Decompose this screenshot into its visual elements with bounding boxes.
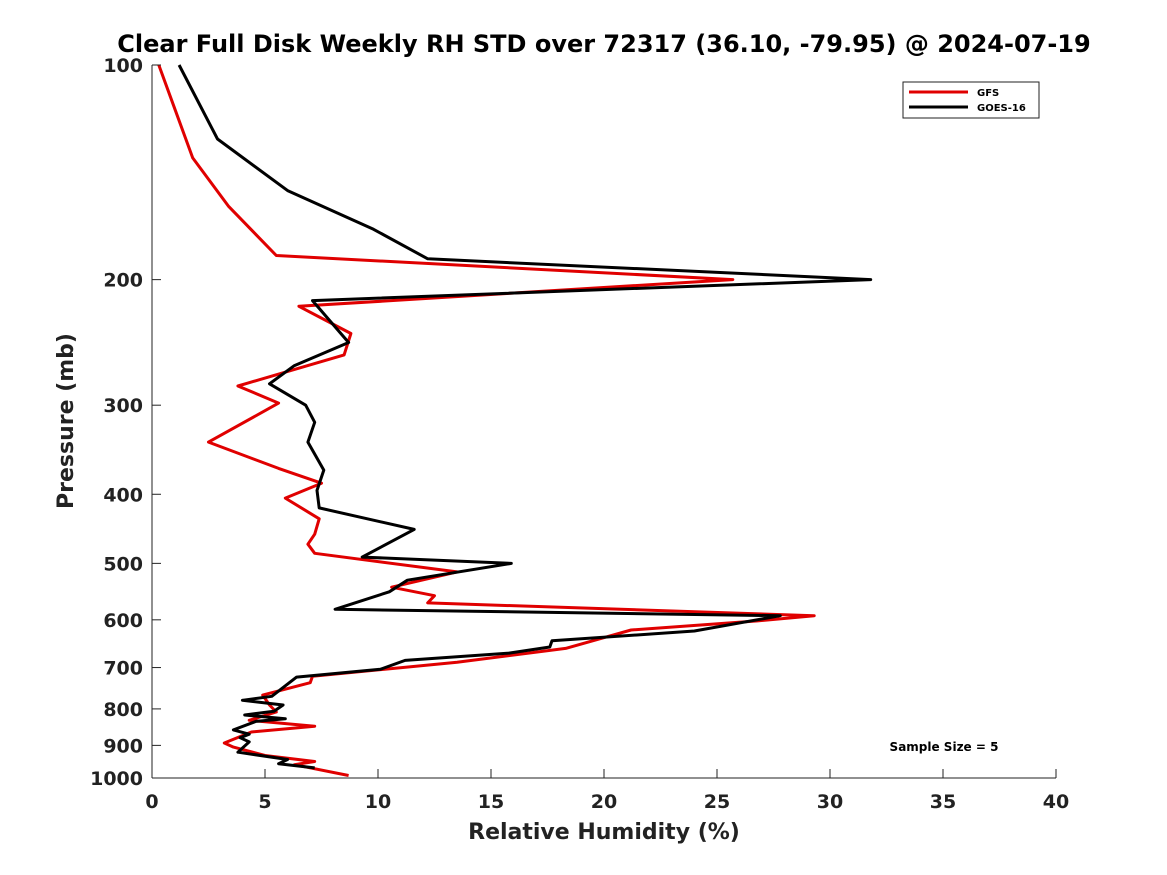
x-tick-label: 25 [704,791,730,813]
y-tick-label: 600 [103,610,143,632]
series-line-goes16 [177,64,873,770]
x-axis-label: Relative Humidity (%) [468,820,740,845]
x-tick-label: 10 [365,791,391,813]
y-tick-label: 400 [103,484,143,506]
x-tick-label: 15 [478,791,504,813]
series-layer [157,64,873,777]
legend-box [902,81,1040,119]
x-tick-label: 5 [258,791,271,813]
y-tick-label: 500 [103,553,143,575]
x-tick-label: 30 [817,791,843,813]
y-tick-label: 900 [103,735,143,757]
y-axis-label: Pressure (mb) [54,333,79,509]
series-line-gfs [157,64,816,777]
x-tick-label: 35 [930,791,956,813]
y-tick-label: 300 [103,395,143,417]
legend-label-goes16: GOES-16 [977,103,1026,114]
y-tick-label: 700 [103,658,143,680]
legend: GFS GOES-16 [902,81,1040,119]
y-tick-label: 1000 [90,768,143,790]
plot-background [152,65,1056,778]
axes-layer: 0 5 10 15 20 25 30 35 40 100 200 300 400 500 600 700 800… [90,55,1069,813]
sample-size-annotation: Sample Size = 5 [890,740,999,754]
x-tick-label: 0 [145,791,158,813]
y-tick-label: 200 [103,270,143,292]
x-tick-label: 40 [1043,791,1069,813]
y-tick-label: 800 [103,699,143,721]
plot-area: 0 5 10 15 20 25 30 35 40 100 200 300 400 500 600 700 800… [90,55,1069,813]
x-tick-label: 20 [591,791,617,813]
y-tick-label: 100 [103,55,143,77]
chart-title: Clear Full Disk Weekly RH STD over 72317… [117,30,1090,58]
legend-label-gfs: GFS [977,88,999,99]
